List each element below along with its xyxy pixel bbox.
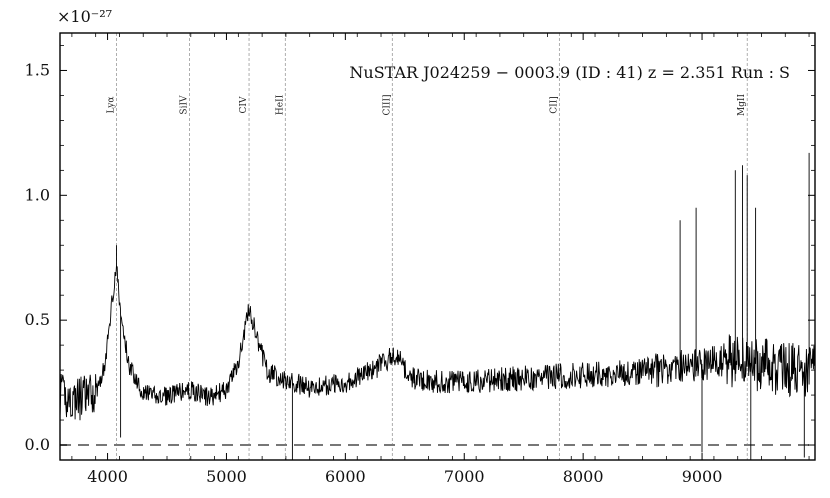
emission-line-label: MgII [737,94,747,117]
x-tick-label: 5000 [206,467,247,486]
y-tick-label: 1.0 [25,185,50,204]
x-tick-label: 8000 [563,467,604,486]
y-axis-exponent: ×10⁻²⁷ [57,7,112,26]
spectrum-line [60,152,815,460]
x-tick-label: 6000 [325,467,366,486]
x-tick-label: 9000 [682,467,723,486]
plot-frame [59,32,816,461]
spectrum-series [60,152,815,460]
emission-line-label: CII] [549,96,559,114]
emission-line-label: Lyα [106,97,116,114]
y-tick-label: 0.5 [25,310,50,329]
emission-line-label: CIII] [382,94,392,115]
emission-line-label: HeII [275,94,285,115]
y-tick-label: 0.0 [25,435,50,454]
x-tick-label: 7000 [444,467,485,486]
emission-line-markers: Lyα SiIV CIV HeII CIII] CII] MgII [106,33,748,460]
emission-line-label: CIV [239,96,249,113]
axes: 4000 5000 6000 7000 8000 9000 0.0 0.5 1.0 1.5 [25,32,816,486]
chart-title: NuSTAR J024259 − 0003.9 (ID : 41) z = 2.… [349,63,790,82]
y-tick-label: 1.5 [25,60,50,79]
x-tick-label: 4000 [87,467,128,486]
emission-line-label: SiIV [180,95,190,115]
